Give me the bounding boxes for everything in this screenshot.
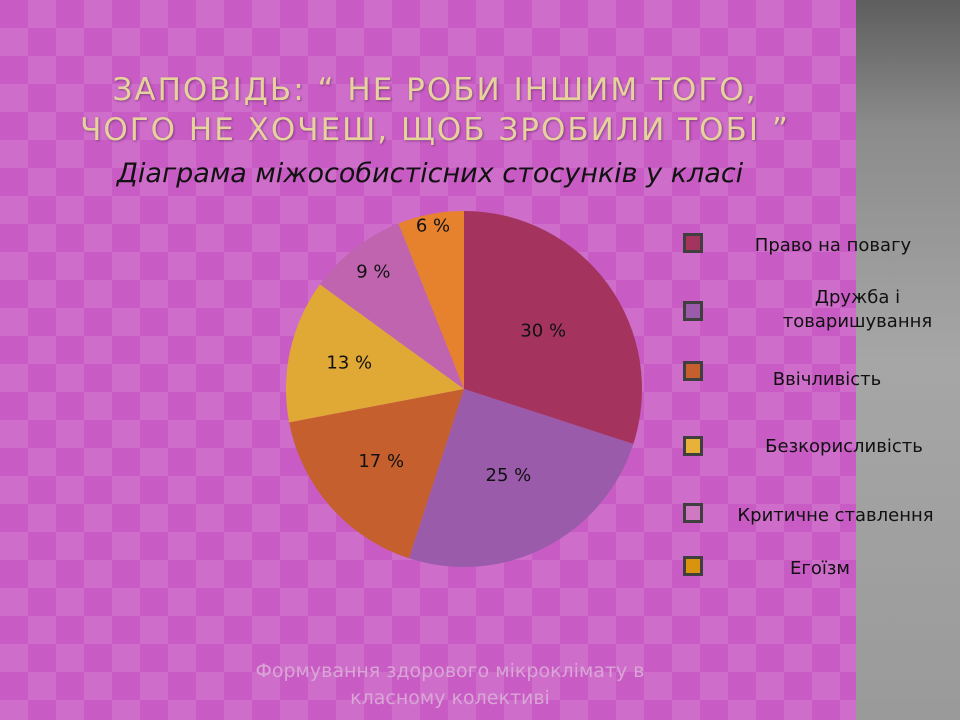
pie-chart: 30 % 25 % 17 % 13 % 9 % 6 % bbox=[285, 211, 643, 568]
chart-title: Діаграма міжособистісних стосунків у кла… bbox=[116, 158, 744, 189]
pie-slice bbox=[289, 389, 464, 559]
slice-data-label: 17 % bbox=[358, 451, 404, 472]
title-line-2: ЧОГО НЕ ХОЧЕШ, ЩОБ ЗРОБИЛИ ТОБІ ” bbox=[80, 112, 790, 148]
slice-data-label: 30 % bbox=[520, 321, 566, 342]
footer-line-2: класному колективі bbox=[350, 687, 550, 709]
legend-swatch bbox=[683, 361, 703, 381]
slice-data-label: 6 % bbox=[416, 215, 450, 236]
legend-label: Безкорисливість bbox=[765, 436, 923, 457]
legend-label: Егоїзм bbox=[790, 558, 850, 579]
pie-slice bbox=[464, 211, 643, 445]
slide-title: ЗАПОВІДЬ: “ НЕ РОБИ ІНШИМ ТОГО, ЧОГО НЕ … bbox=[40, 70, 830, 150]
legend-swatch bbox=[683, 556, 703, 576]
pie-slice bbox=[319, 223, 464, 389]
legend-swatch bbox=[683, 301, 703, 321]
slice-data-label: 25 % bbox=[486, 465, 532, 486]
slice-data-label: 13 % bbox=[326, 352, 372, 373]
legend-label: Дружба і товаришування bbox=[782, 287, 933, 332]
legend-swatch bbox=[683, 233, 703, 253]
pie-slice bbox=[398, 211, 464, 389]
legend-label: Ввічливість bbox=[772, 369, 882, 390]
pie-slice bbox=[285, 284, 464, 423]
pie-slice bbox=[408, 389, 634, 568]
slice-data-label: 9 % bbox=[356, 261, 390, 282]
legend-label: Право на повагу bbox=[754, 235, 912, 256]
legend-label: Критичне ставлення bbox=[737, 505, 934, 526]
legend-swatch bbox=[683, 436, 703, 456]
side-decor-band bbox=[856, 0, 960, 720]
slide-footer: Формування здорового мікроклімату в клас… bbox=[200, 658, 700, 712]
title-line-1: ЗАПОВІДЬ: “ НЕ РОБИ ІНШИМ ТОГО, bbox=[112, 72, 758, 108]
legend-swatch bbox=[683, 503, 703, 523]
footer-line-1: Формування здорового мікроклімату в bbox=[255, 660, 645, 682]
